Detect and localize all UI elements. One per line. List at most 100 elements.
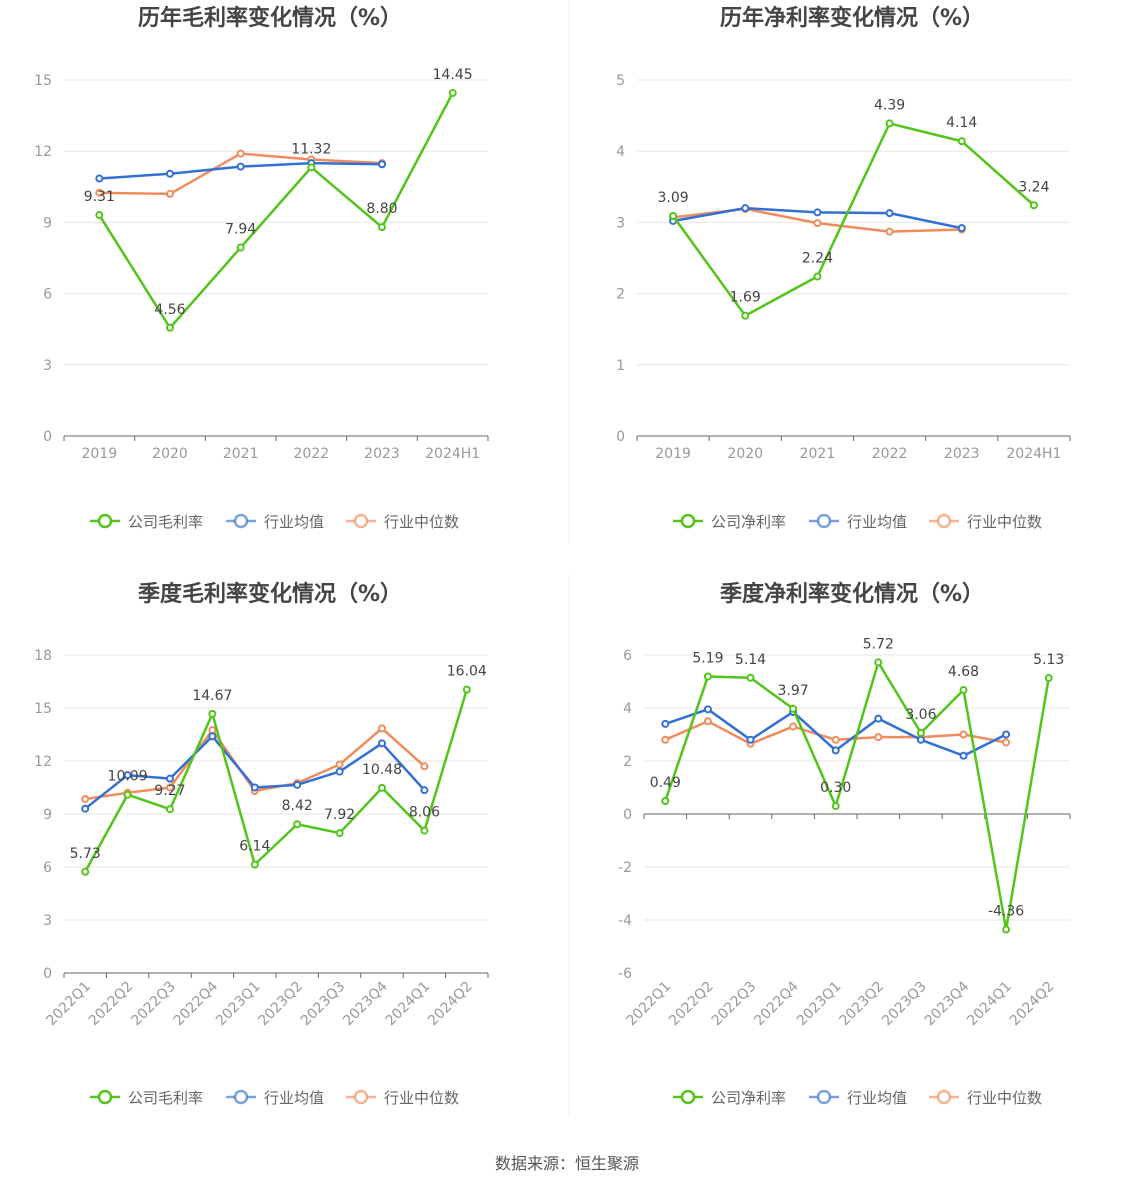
x-tick-label: 2022Q1 bbox=[43, 979, 94, 1030]
y-tick-label: 6 bbox=[623, 648, 632, 664]
data-point-avg bbox=[378, 739, 386, 748]
data-point-median bbox=[236, 149, 245, 158]
x-tick-label: 2024Q2 bbox=[1007, 979, 1058, 1030]
data-point-company bbox=[462, 685, 471, 694]
data-point-company bbox=[378, 783, 386, 792]
data-point-company bbox=[378, 223, 386, 232]
data-label: 8.42 bbox=[282, 798, 313, 814]
x-tick-label: 2019 bbox=[82, 446, 118, 462]
y-tick-label: 6 bbox=[43, 860, 52, 876]
data-point-company bbox=[208, 709, 217, 718]
legend-label-avg: 行业均值 bbox=[264, 1089, 324, 1107]
data-label: 5.13 bbox=[1033, 652, 1064, 668]
data-label: 3.24 bbox=[1018, 179, 1049, 195]
data-label: 4.56 bbox=[154, 302, 185, 318]
series-line-company bbox=[84, 689, 468, 873]
data-point-median bbox=[208, 726, 217, 735]
data-point-avg bbox=[741, 204, 750, 213]
chart-panel-2: 历年净利率变化情况（%） 0 1 2 3 4 5 2019 2020 2021 2022 2023 20… bbox=[616, 5, 1071, 531]
data-point-company bbox=[959, 685, 968, 694]
data-label: 4.68 bbox=[948, 664, 979, 680]
legend-marker-avg bbox=[233, 1089, 249, 1105]
data-point-company bbox=[166, 805, 174, 814]
data-label: 6.14 bbox=[239, 839, 270, 855]
data-point-avg bbox=[957, 224, 966, 233]
data-label: 5.73 bbox=[70, 846, 101, 862]
y-tick-label: 2 bbox=[623, 754, 632, 770]
data-point-company bbox=[1029, 201, 1038, 210]
data-label: 4.39 bbox=[874, 97, 905, 113]
x-tick-label: 2023 bbox=[944, 446, 980, 462]
legend-label-median: 行业中位数 bbox=[384, 513, 459, 531]
data-label: 2.24 bbox=[802, 251, 833, 267]
legend-label-company: 公司净利率 bbox=[711, 513, 786, 531]
x-tick-label: 2023Q1 bbox=[213, 979, 264, 1030]
data-point-company bbox=[236, 243, 245, 252]
data-point-company bbox=[293, 820, 302, 829]
data-label: 9.31 bbox=[84, 189, 115, 205]
x-tick-label: 2020 bbox=[727, 446, 763, 462]
data-point-median bbox=[1002, 738, 1011, 747]
y-tick-label: -6 bbox=[618, 966, 632, 982]
data-point-median bbox=[95, 188, 104, 197]
data-point-avg bbox=[208, 732, 217, 741]
x-tick-label: 2022Q4 bbox=[171, 978, 222, 1029]
y-tick-label: 0 bbox=[43, 966, 52, 982]
y-tick-label: 15 bbox=[34, 701, 52, 717]
data-label: 9.27 bbox=[154, 783, 185, 799]
x-tick-label: 2022Q2 bbox=[86, 979, 137, 1030]
data-point-median bbox=[378, 724, 386, 733]
data-point-company bbox=[957, 137, 966, 146]
data-point-company bbox=[789, 704, 798, 713]
data-label: 11.32 bbox=[291, 141, 331, 157]
data-label: 5.19 bbox=[692, 650, 723, 666]
x-tick-label: 2019 bbox=[655, 446, 691, 462]
data-point-median bbox=[789, 722, 798, 731]
data-label: 10.48 bbox=[362, 762, 402, 778]
legend-marker-avg bbox=[233, 513, 249, 529]
data-point-company bbox=[703, 672, 712, 681]
chart-panel-4: 季度净利率变化情况（%） -6 -4 -2 0 2 4 6 2022Q12022Q22022Q3… bbox=[618, 581, 1071, 1107]
legend-marker-company bbox=[97, 1089, 113, 1105]
legend-label-company: 公司净利率 bbox=[711, 1089, 786, 1107]
data-point-company bbox=[123, 790, 132, 799]
data-label: 0.49 bbox=[650, 775, 681, 791]
x-tick-label: 2021 bbox=[800, 446, 836, 462]
series-line-median bbox=[99, 152, 383, 196]
data-point-avg bbox=[874, 714, 883, 723]
x-tick-label: 2022Q2 bbox=[666, 979, 717, 1030]
data-point-avg bbox=[1002, 730, 1011, 739]
data-point-median bbox=[813, 219, 822, 228]
data-point-avg bbox=[250, 783, 259, 792]
y-tick-label: 3 bbox=[43, 913, 52, 929]
chart-title: 历年毛利率变化情况（%） bbox=[138, 5, 402, 31]
data-point-avg bbox=[959, 751, 968, 760]
data-point-company bbox=[746, 673, 755, 682]
data-point-avg bbox=[813, 208, 822, 217]
legend-marker-median bbox=[936, 513, 952, 529]
data-point-company bbox=[448, 89, 457, 98]
x-tick-label: 2022Q3 bbox=[128, 979, 179, 1030]
y-tick-label: 4 bbox=[616, 144, 625, 160]
data-point-avg bbox=[885, 209, 894, 218]
data-point-company bbox=[81, 867, 90, 876]
legend-marker-company bbox=[97, 513, 113, 529]
legend-marker-company bbox=[680, 1089, 696, 1105]
data-label: 5.14 bbox=[735, 652, 766, 668]
x-tick-label: 2024Q1 bbox=[383, 979, 434, 1030]
data-point-avg bbox=[661, 719, 670, 728]
legend-marker-median bbox=[936, 1089, 952, 1105]
x-tick-label: 2024H1 bbox=[1006, 446, 1061, 462]
data-point-avg bbox=[378, 160, 386, 169]
series-line-company bbox=[98, 92, 454, 330]
x-tick-label: 2022 bbox=[294, 446, 330, 462]
y-tick-label: 9 bbox=[43, 807, 52, 823]
data-label: 4.14 bbox=[946, 115, 977, 131]
data-point-median bbox=[885, 227, 894, 236]
data-point-company bbox=[95, 211, 104, 220]
x-tick-label: 2023 bbox=[364, 446, 400, 462]
data-source: 数据来源：恒生聚源 bbox=[494, 1154, 639, 1173]
y-tick-label: 1 bbox=[616, 358, 625, 374]
legend-marker-avg bbox=[816, 513, 832, 529]
